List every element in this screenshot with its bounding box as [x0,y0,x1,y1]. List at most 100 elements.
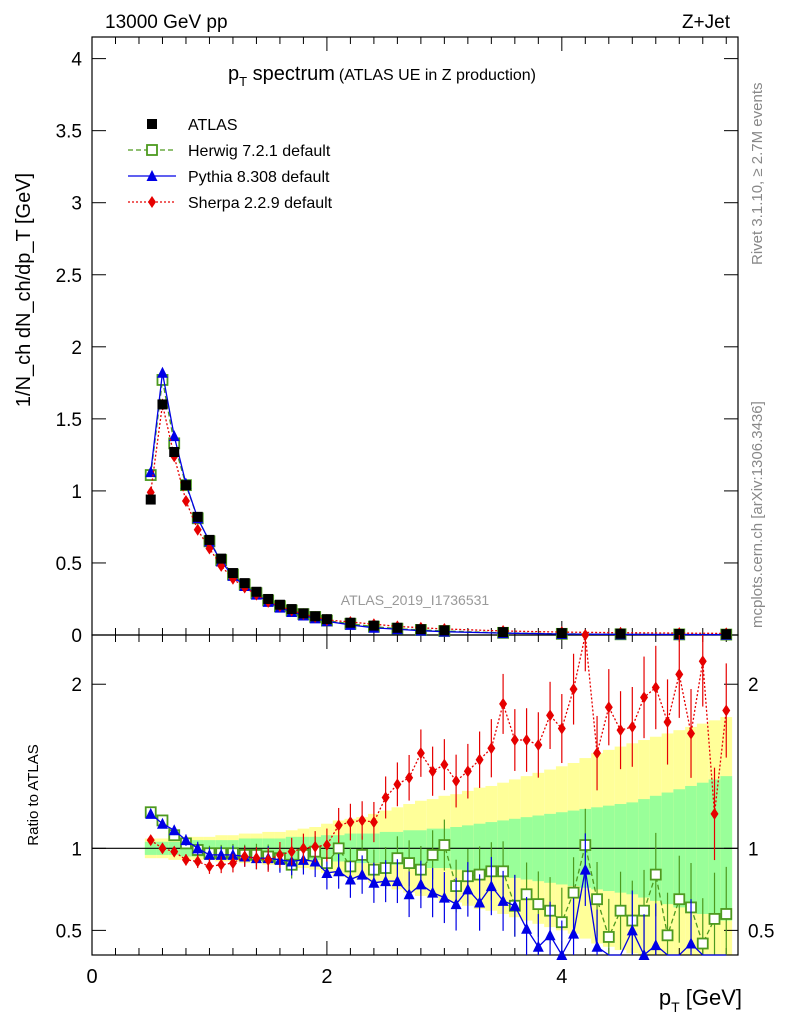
ratio-point-sherpa [334,819,343,832]
ratio-point-sherpa [369,816,378,829]
point-series-0 [227,568,238,579]
ratio-point-sherpa [170,845,179,858]
ratio-point-sherpa [428,765,437,778]
ratio-point-sherpa [452,775,461,788]
ratio-point-sherpa [205,860,214,873]
ratio-ytick-label: 0.5 [56,921,82,942]
ratio-point-sherpa [487,742,496,755]
top-ytick-label: 4 [71,50,82,71]
point-series-0 [145,494,156,505]
point-series-2 [168,430,180,442]
point-series-0 [556,628,567,639]
ratio-point-pythia [591,940,603,952]
point-series-0 [286,604,297,615]
ratio-point-sherpa [546,709,555,722]
ratio-point-sherpa [557,722,566,735]
ratio-point-herwig [438,839,451,851]
point-series-0 [321,614,332,625]
ratio-point-pythia [579,863,591,875]
point-series-0 [345,617,356,628]
ratio-point-herwig [602,931,615,943]
point-series-0 [180,480,191,491]
ratio-point-herwig [696,937,709,950]
analysis-id: ATLAS_2019_I1736531 [341,592,490,608]
rivet-label: Rivet 3.1.10, ≥ 2.7M events [749,83,766,266]
ratio-point-pythia [497,894,509,906]
point-series-0 [674,628,685,639]
ylabel-bottom: Ratio to ATLAS [25,744,42,845]
point-series-2 [156,366,168,378]
plot-title: pT spectrum (ATLAS UE in Z production) [228,63,536,89]
ratio-point-pythia [626,924,638,936]
point-series-3 [205,542,214,555]
point-series-2 [145,466,157,478]
legend: ATLAS Herwig 7.2.1 default Pythia 8.308 de… [128,117,333,212]
point-series-0 [192,511,203,522]
top-ytick-label: 1 [71,482,82,503]
ratio-point-herwig [649,868,662,881]
ratio-point-herwig [591,893,603,906]
mcplots-label: mcplots.cern.ch [arXiv:1306.3436] [749,401,766,628]
top-ytick-label: 0.5 [56,554,82,575]
ratio-point-pythia [145,807,157,819]
ratio-point-sherpa [146,834,155,847]
ratio-point-sherpa [510,734,519,747]
ratio-point-sherpa [322,839,331,852]
ratio-ytick-label: 2 [71,675,82,696]
ratio-point-sherpa [252,852,261,865]
ratio-panel-series [144,629,733,960]
point-series-0 [368,620,379,631]
ratio-point-pythia [403,888,415,900]
header-right: Z+Jet [682,12,731,33]
top-ytick-label: 1.5 [56,410,82,431]
point-series-0 [310,611,321,622]
ratio-point-sherpa [405,771,414,784]
ratio-point-sherpa [663,715,672,728]
ratio-ytick-label-right: 1 [748,839,759,860]
point-series-0 [216,553,227,564]
ratio-point-sherpa [463,765,472,778]
ratio-point-sherpa [240,850,249,863]
ratio-point-pythia [356,868,368,880]
point-series-0 [615,628,626,639]
top-ytick-label: 2.5 [56,266,82,287]
ratio-point-sherpa [640,691,649,704]
ratio-point-pythia [427,886,439,898]
ratio-point-pythia [532,940,544,952]
ratio-point-sherpa [158,842,167,855]
ratio-point-sherpa [698,655,707,668]
series-line-3 [150,404,727,635]
ratio-point-sherpa [687,727,696,740]
ratio-point-sherpa [569,683,578,696]
ratio-point-pythia [415,878,427,890]
ratio-point-sherpa [264,853,273,866]
ratio-point-sherpa [581,629,590,641]
ratio-point-sherpa [722,704,731,717]
ratio-point-pythia [203,848,215,860]
point-series-0 [239,578,250,589]
point-series-0 [251,586,262,597]
ratio-point-sherpa [193,855,202,868]
point-series-0 [721,629,732,640]
top-panel-series [144,366,733,641]
ratio-point-sherpa [416,747,425,760]
legend-label-3: Sherpa 2.2.9 default [188,195,333,212]
ratio-point-herwig [403,857,416,870]
ratio-point-sherpa [346,816,355,829]
ratio-xtick-label: 2 [321,966,332,988]
ratio-ytick-label-right: 0.5 [748,921,774,942]
ratio-point-pythia [168,824,180,836]
top-ytick-label: 3 [71,194,82,215]
ratio-point-pythia [509,899,521,911]
point-series-0 [392,622,403,633]
legend-marker-1 [146,144,158,156]
ratio-point-pythia [544,929,556,941]
ratio-point-herwig [332,842,345,855]
legend-label-0: ATLAS [188,117,238,134]
ratio-xtick-label: 0 [86,966,97,988]
ratio-point-pythia [521,922,533,934]
point-series-0 [415,624,426,635]
ratio-point-sherpa [393,778,402,791]
legend-marker-2 [146,170,158,181]
ratio-point-sherpa [522,734,531,747]
